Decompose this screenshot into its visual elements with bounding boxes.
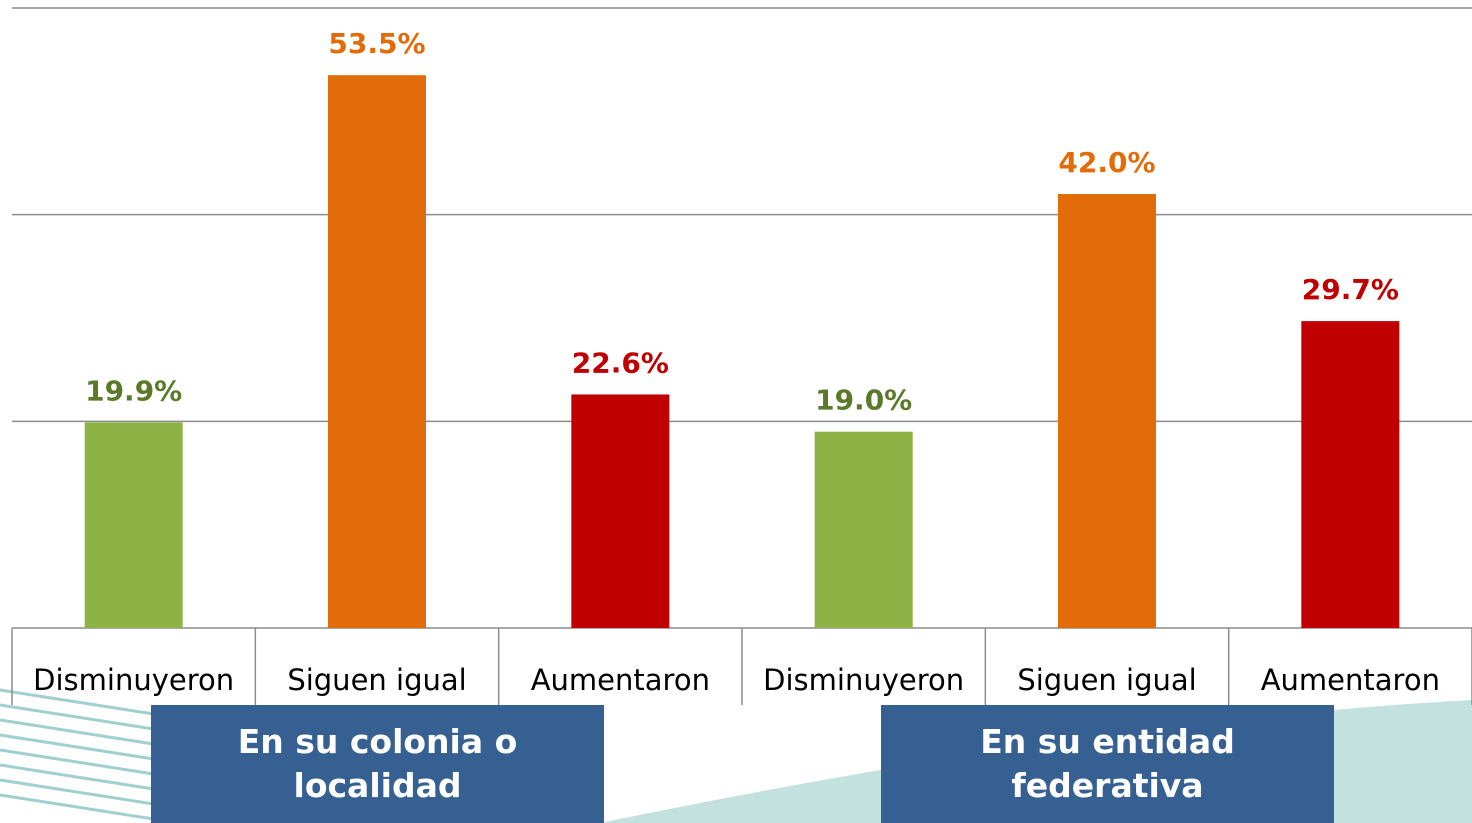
bar [815,432,913,628]
bar [1301,321,1399,628]
x-tick-label: Aumentaron [1261,663,1440,697]
value-label: 22.6% [572,346,669,379]
value-label: 29.7% [1302,273,1399,306]
x-tick-label: Aumentaron [531,663,710,697]
chart: Disminuyeron 19.9% Siguen igual 53.5% Aument… [0,0,1472,823]
bar [571,394,669,628]
bar [328,75,426,628]
value-label: 19.0% [815,384,912,417]
x-tick-label: Disminuyeron [763,663,964,697]
value-label: 53.5% [328,27,425,60]
value-label: 19.9% [85,374,182,407]
bar [85,422,183,628]
bar [1058,194,1156,628]
value-label: 42.0% [1058,146,1155,179]
x-tick-label: Siguen igual [1017,663,1196,697]
group-label: En su colonia o localidad [151,705,604,823]
page: {"chart_data": {"type": "bar", "categori… [0,0,1472,823]
x-tick-label: Siguen igual [287,663,466,697]
group-label: En su entidad federativa [881,705,1334,823]
x-tick-label: Disminuyeron [33,663,234,697]
